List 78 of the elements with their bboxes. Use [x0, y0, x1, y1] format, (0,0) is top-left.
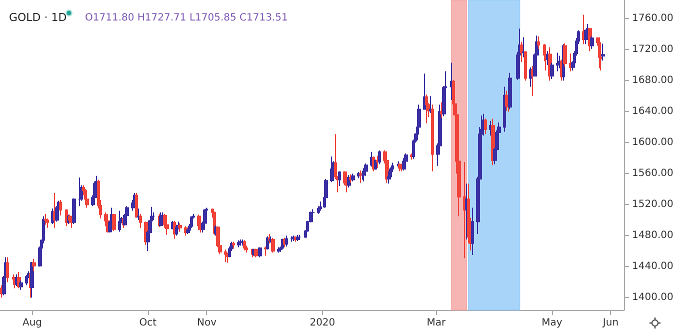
candlestick [226, 252, 229, 264]
candlestick [601, 43, 605, 62]
candlestick [317, 206, 320, 214]
candlestick [78, 176, 81, 207]
candlestick [44, 213, 47, 226]
x-tick-label: Jun [602, 318, 619, 328]
candlestick [503, 86, 506, 132]
candlestick [271, 237, 275, 254]
candlestick [465, 183, 468, 240]
candlestick [431, 104, 434, 172]
x-tick-label: Nov [196, 318, 217, 328]
candlestick [338, 170, 341, 186]
candlestick [484, 118, 487, 135]
candlestick [290, 236, 294, 242]
y-tick-label: 1640.00 [632, 106, 674, 118]
candlestick [32, 258, 36, 272]
candlestick [258, 246, 262, 258]
candlestick [463, 161, 466, 259]
text: GOLD · 1D [9, 11, 67, 24]
candlestick [330, 156, 334, 183]
candlestick [264, 246, 267, 256]
candlestick [82, 184, 85, 196]
y-tick-label: 1400.00 [632, 292, 674, 304]
candlestick [6, 256, 9, 283]
candlestick [19, 280, 23, 290]
candlestick [254, 248, 258, 258]
candlestick [410, 152, 413, 160]
candlestick [374, 159, 377, 170]
candlestick [178, 222, 182, 232]
y-tick-label: 1480.00 [632, 230, 674, 242]
candlestick [118, 210, 121, 232]
y-tick-label: 1560.00 [632, 168, 674, 180]
x-tick-label: Aug [22, 318, 42, 328]
candlestick [376, 155, 379, 169]
candlestick [471, 207, 474, 256]
candlestick [556, 52, 559, 72]
x-tick-label: Mar [426, 318, 447, 328]
candlestick [137, 208, 140, 221]
candlestick [524, 50, 527, 82]
y-tick-label: 1760.00 [632, 13, 674, 24]
candlestick [357, 172, 360, 179]
candlestick [139, 213, 142, 228]
candlestick [359, 170, 362, 184]
y-tick-label: 1720.00 [632, 44, 674, 56]
candlestick [450, 62, 453, 100]
y-tick-label: 1600.00 [632, 137, 674, 148]
y-tick-label: 1680.00 [632, 75, 674, 86]
candlestick [46, 218, 49, 228]
candlestick [135, 192, 138, 218]
x-tick-label: May [542, 318, 562, 328]
candlestick [72, 198, 76, 224]
candlestick [228, 246, 231, 258]
y-tick-label: 1440.00 [632, 261, 674, 272]
candlestick [112, 213, 116, 232]
x-tick-label: Oct [139, 318, 157, 328]
candlestick [351, 173, 355, 182]
candlestick [505, 90, 508, 112]
candlestick [402, 158, 406, 171]
candlestick [224, 249, 227, 262]
x-tick-label: 2020 [310, 318, 336, 328]
candlestick [266, 236, 269, 250]
candlestick [175, 224, 178, 236]
candlestick [429, 96, 432, 114]
y-tick-label: 1520.00 [632, 199, 674, 210]
candlestick [190, 216, 193, 228]
candlestick [232, 241, 235, 250]
candlestick [522, 36, 525, 58]
candlestick [197, 214, 201, 231]
candlestick [550, 62, 554, 80]
candlestick [319, 201, 322, 212]
candlestick [558, 55, 561, 69]
candlestick [239, 238, 243, 246]
candlestick [285, 235, 288, 247]
candlestick [25, 274, 28, 286]
text: O1711.80 H1727.71 L1705.85 C1713.51 [85, 12, 288, 24]
candlestick [378, 150, 381, 165]
candlestick [520, 41, 523, 62]
candlestick [590, 36, 594, 50]
